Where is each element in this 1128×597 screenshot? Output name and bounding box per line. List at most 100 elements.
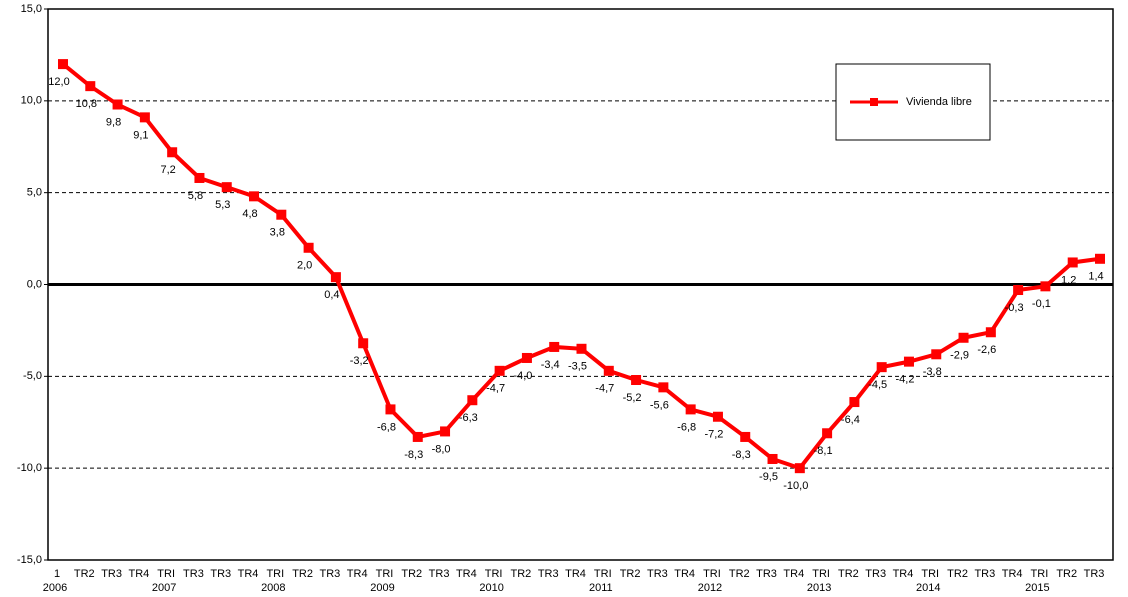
point-marker	[167, 147, 178, 158]
x-tick-label: TR4	[565, 568, 586, 580]
x-tick-label: TR3	[538, 568, 559, 580]
x-tick-label: TR4	[783, 568, 804, 580]
data-label: -3,8	[923, 366, 942, 378]
point-marker	[521, 352, 532, 363]
x-tick-label: TR4	[456, 568, 477, 580]
point-marker	[303, 242, 314, 253]
point-marker	[822, 428, 833, 439]
x-tick-label: TR3	[756, 568, 777, 580]
point-marker	[658, 382, 669, 393]
data-label: -0,1	[1032, 298, 1051, 310]
legend-label: Vivienda libre	[906, 96, 972, 108]
x-tick-label: TR2	[292, 568, 313, 580]
point-marker	[603, 365, 614, 376]
year-label: 2008	[261, 582, 285, 594]
data-label: -4,5	[868, 379, 887, 391]
x-tick-label: TR3	[210, 568, 231, 580]
x-tick-label: TR2	[511, 568, 532, 580]
x-tick-label: TRI	[376, 568, 394, 580]
x-tick-label: TRI	[485, 568, 503, 580]
x-tick-label: TR4	[893, 568, 914, 580]
x-tick-label: TRI	[812, 568, 830, 580]
point-marker	[58, 59, 68, 70]
point-marker	[385, 404, 396, 415]
data-label: -2,6	[977, 344, 996, 356]
year-label: 2014	[916, 582, 940, 594]
y-tick-label: -10,0	[17, 462, 42, 474]
x-tick-label: TR3	[320, 568, 341, 580]
x-tick-label: TR4	[674, 568, 695, 580]
data-label: -0,3	[1005, 302, 1024, 314]
point-marker	[440, 426, 451, 437]
data-label: -3,2	[350, 355, 369, 367]
data-label: 1,4	[1088, 271, 1103, 283]
data-label: -6,4	[841, 414, 860, 426]
point-marker	[85, 81, 96, 92]
x-tick-label: TRI	[703, 568, 721, 580]
point-marker	[467, 395, 478, 406]
data-label: -8,1	[814, 445, 833, 457]
y-tick-label: 0,0	[27, 278, 42, 290]
data-label: 7,2	[161, 164, 176, 176]
data-label: 1,2	[1061, 274, 1076, 286]
x-tick-label: TR2	[74, 568, 95, 580]
point-marker	[549, 341, 560, 352]
data-label: -6,8	[377, 421, 396, 433]
data-label: -7,2	[704, 429, 723, 441]
x-tick-label: TR2	[947, 568, 968, 580]
x-tick-label: TR3	[101, 568, 122, 580]
data-label: -9,5	[759, 471, 778, 483]
data-label: 9,8	[106, 116, 121, 128]
point-marker	[494, 365, 505, 376]
year-label: 2009	[370, 582, 394, 594]
x-tick-label: TR3	[183, 568, 204, 580]
y-tick-label: -5,0	[23, 370, 42, 382]
point-marker	[249, 191, 260, 202]
point-marker	[631, 375, 642, 386]
x-tick-label: TR2	[620, 568, 641, 580]
point-marker	[712, 411, 723, 422]
data-label: -8,0	[432, 443, 451, 455]
y-tick-label: 10,0	[21, 95, 42, 107]
point-marker	[931, 349, 942, 360]
data-label: -3,5	[568, 361, 587, 373]
data-label: -6,8	[677, 421, 696, 433]
point-marker	[1095, 253, 1105, 264]
data-label: -4,2	[895, 374, 914, 386]
data-label: 2,0	[297, 260, 312, 272]
y-tick-label: 5,0	[27, 187, 42, 199]
point-marker	[576, 343, 587, 354]
point-marker	[112, 99, 123, 110]
point-marker	[1013, 285, 1024, 296]
data-label: -4,0	[513, 370, 532, 382]
point-marker	[139, 112, 150, 123]
data-label: 12,0	[48, 76, 69, 88]
x-tick-label: TR3	[865, 568, 886, 580]
x-tick-label: TR2	[729, 568, 750, 580]
x-tick-label: TR4	[1002, 568, 1023, 580]
y-tick-label: -15,0	[17, 554, 42, 566]
point-marker	[330, 272, 341, 283]
point-marker	[767, 453, 778, 464]
x-tick-label: TR3	[1084, 568, 1105, 580]
point-marker	[194, 172, 205, 183]
point-marker	[221, 182, 232, 193]
point-marker	[903, 356, 914, 367]
point-marker	[276, 209, 287, 220]
point-marker	[1067, 257, 1078, 268]
point-marker	[849, 397, 860, 408]
x-tick-label: TR2	[1056, 568, 1077, 580]
point-marker	[794, 463, 805, 474]
year-label: 2013	[807, 582, 831, 594]
point-marker	[876, 362, 887, 373]
x-tick-label: TR4	[347, 568, 368, 580]
x-tick-label: TR3	[647, 568, 668, 580]
data-label: 9,1	[133, 129, 148, 141]
data-label: -4,7	[486, 383, 505, 395]
point-marker	[1040, 281, 1051, 292]
x-tick-label: TR3	[429, 568, 450, 580]
legend-marker	[870, 98, 878, 106]
point-marker	[685, 404, 696, 415]
